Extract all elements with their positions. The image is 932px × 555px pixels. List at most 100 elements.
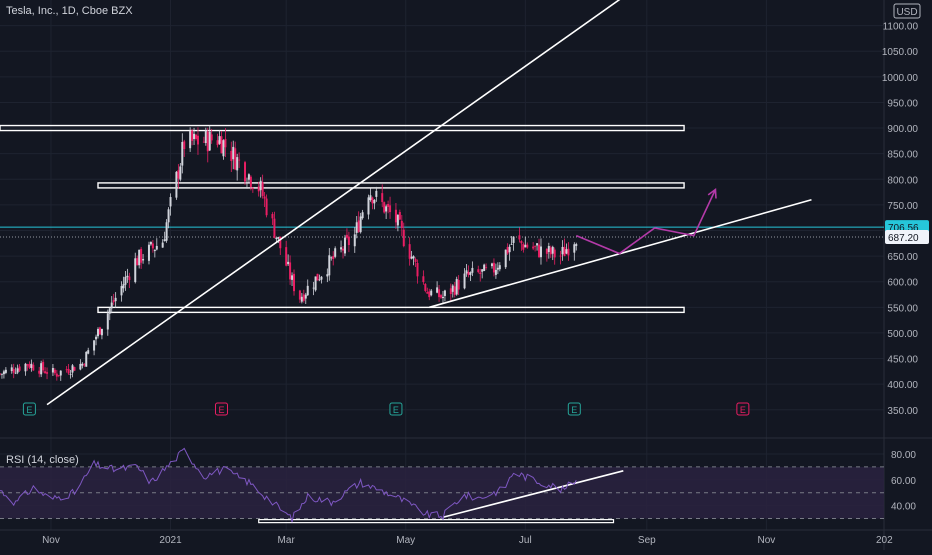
time-axis[interactable]: Nov 2021 Mar May Jul Sep Nov 202 — [42, 535, 893, 546]
candle-body — [298, 290, 301, 300]
candle-body — [385, 206, 388, 212]
candle-body — [151, 243, 154, 249]
rsi-tick-label: 80.00 — [891, 450, 916, 461]
candle-body — [191, 130, 194, 141]
candle-body — [279, 236, 282, 249]
candle-body — [93, 340, 96, 351]
candle-body — [95, 336, 98, 340]
price-tick-label: 750.00 — [887, 201, 918, 212]
candle-body — [534, 245, 537, 247]
candle-body — [467, 272, 470, 276]
candle-body — [0, 373, 3, 375]
candle-body — [51, 368, 54, 373]
earnings-marker-label: E — [740, 405, 746, 415]
candle-body — [312, 287, 315, 289]
candle-body — [98, 327, 101, 335]
candle-body — [455, 278, 458, 295]
price-tick-label: 450.00 — [887, 355, 918, 366]
candle-body — [302, 294, 305, 301]
candle-body — [539, 246, 542, 258]
time-tick-label: 2021 — [159, 535, 182, 546]
candle-body — [512, 236, 515, 243]
earnings-marker[interactable]: E — [214, 402, 228, 416]
candle-body — [343, 237, 346, 254]
candle-body — [234, 148, 237, 170]
candle-body — [367, 197, 370, 215]
earnings-marker[interactable]: E — [567, 402, 581, 416]
candle-body — [251, 188, 254, 189]
candle-body — [10, 367, 13, 372]
candle-body — [245, 182, 248, 184]
trend-lines[interactable] — [46, 0, 812, 524]
candle-body — [222, 140, 225, 157]
candle-body — [342, 248, 345, 251]
candle-body — [430, 290, 433, 296]
candle-body — [69, 373, 72, 375]
earnings-marker-box — [389, 402, 403, 416]
candle-body — [73, 367, 76, 371]
candle-body — [371, 197, 374, 204]
candle-body — [414, 259, 417, 262]
candle-body — [436, 287, 439, 293]
candle-body — [522, 244, 525, 250]
candle-body — [573, 244, 576, 253]
currency-badge[interactable] — [893, 3, 921, 19]
earnings-marker[interactable]: E — [736, 402, 750, 416]
candle-body — [100, 328, 103, 336]
candle-body — [87, 350, 90, 354]
candle-body — [463, 273, 466, 289]
earnings-marker[interactable]: E — [389, 402, 403, 416]
candle-body — [44, 371, 47, 374]
candle-body — [563, 246, 566, 257]
candle-body — [508, 246, 511, 253]
candle-body — [545, 248, 548, 254]
candle-body — [408, 244, 411, 259]
candle-body — [465, 270, 468, 274]
candle-body — [169, 197, 172, 207]
rsi-line — [0, 447, 577, 523]
candle-body — [161, 242, 164, 248]
price-axis[interactable]: 350.00 400.00 450.00 500.00 550.00 600.00 650.… — [882, 22, 929, 513]
price-tick-label: 950.00 — [887, 98, 918, 109]
horizontal-level-box — [97, 182, 685, 189]
candle-body — [265, 198, 268, 216]
candle-body — [196, 135, 199, 145]
candle-body — [202, 141, 205, 143]
earnings-marker[interactable]: E — [22, 402, 36, 416]
candle-body — [353, 234, 356, 247]
candle-body — [361, 212, 364, 219]
candle-body — [38, 370, 41, 374]
rsi-tick-label: 60.00 — [891, 476, 916, 487]
candle-body — [440, 295, 443, 298]
candle-body — [314, 276, 317, 291]
candle-body — [224, 138, 227, 148]
current-price-tag-label: 687.20 — [888, 233, 919, 244]
candle-body — [410, 256, 413, 259]
candle-body — [136, 258, 139, 266]
candle-body — [330, 257, 333, 259]
candle-body — [422, 276, 425, 283]
earnings-marker-label: E — [393, 405, 399, 415]
projection-arrow-head — [707, 188, 717, 199]
currency-badge-label: USD — [896, 7, 917, 18]
candle-body — [387, 203, 390, 207]
candle-body — [110, 302, 113, 309]
horizontal-levels[interactable] — [0, 124, 685, 314]
earnings-marker-label: E — [218, 405, 224, 415]
candle-body — [498, 265, 501, 270]
candle-body — [426, 292, 429, 294]
candle-body — [155, 245, 158, 250]
candle-body — [206, 131, 209, 152]
candle-body — [300, 296, 303, 302]
price-tick-label: 900.00 — [887, 124, 918, 135]
candle-body — [230, 150, 233, 162]
candle-body — [247, 174, 250, 180]
candle-body — [567, 248, 570, 256]
candle-body — [340, 247, 343, 250]
candle-body — [490, 263, 493, 267]
candle-body — [402, 229, 405, 247]
candle-body — [263, 196, 266, 199]
